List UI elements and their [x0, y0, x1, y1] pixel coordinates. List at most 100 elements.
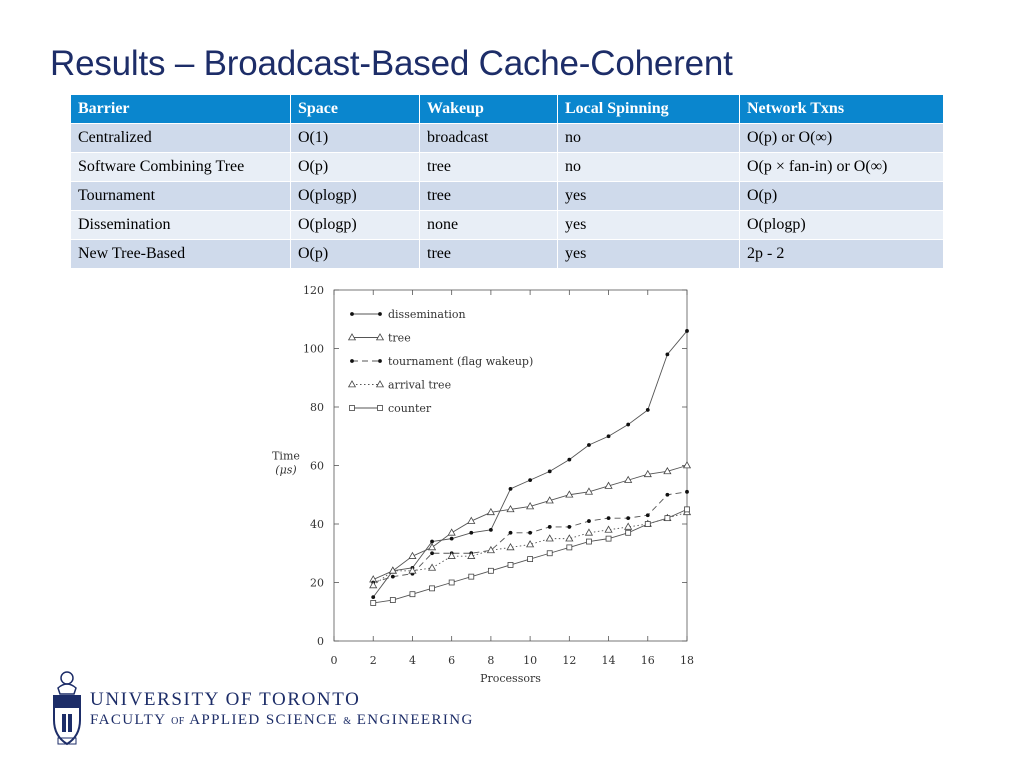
data-point: [486, 545, 495, 554]
table-row: Dissemination O(plogp) none yes O(plogp): [70, 210, 944, 240]
data-point: [606, 434, 611, 439]
barrier-comparison-table: Barrier Space Wakeup Local Spinning Netw…: [70, 94, 944, 269]
table-cell: yes: [557, 210, 740, 240]
data-point: [506, 504, 515, 513]
data-point: [625, 529, 632, 536]
header-space: Space: [290, 94, 420, 124]
table-row: Tournament O(plogp) tree yes O(p): [70, 181, 944, 211]
data-point: [526, 502, 535, 510]
data-point: [526, 540, 535, 548]
data-point: [546, 550, 553, 557]
data-point: [378, 312, 382, 316]
data-point: [350, 359, 354, 363]
table-cell: Tournament: [70, 181, 291, 211]
data-point: [429, 585, 435, 592]
faculty-text: ENGINEERING: [351, 712, 474, 728]
y-tick-label: 60: [310, 460, 324, 473]
data-point: [664, 515, 671, 522]
table-cell: tree: [419, 181, 558, 211]
data-point: [643, 469, 652, 478]
x-tick-label: 6: [448, 654, 455, 667]
data-point: [507, 562, 514, 568]
data-point: [427, 563, 437, 571]
data-point: [606, 516, 611, 521]
data-point: [508, 487, 513, 491]
data-point: [408, 551, 417, 559]
header-local-spinning: Local Spinning: [557, 94, 740, 124]
data-point: [371, 595, 376, 600]
data-point: [528, 530, 533, 535]
data-point: [566, 544, 573, 551]
data-point: [447, 528, 456, 536]
university-crest-icon: [53, 671, 81, 746]
faculty-name: FACULTY OF APPLIED SCIENCE & ENGINEERING: [90, 712, 474, 729]
header-network-txns: Network Txns: [739, 94, 944, 124]
table-row: Centralized O(1) broadcast no O(p) or O(…: [70, 123, 944, 153]
legend-entry: counter: [388, 402, 432, 415]
data-point: [587, 443, 591, 447]
plot-frame: [333, 289, 688, 642]
x-tick-label: 10: [523, 654, 537, 667]
data-point: [370, 600, 377, 606]
x-tick-label: 12: [562, 654, 576, 667]
data-point: [467, 551, 476, 559]
data-point: [448, 579, 455, 586]
table-cell: O(p): [290, 152, 420, 182]
data-point: [605, 535, 612, 542]
data-point: [604, 481, 613, 489]
table-cell: O(p): [739, 181, 944, 211]
data-point: [645, 408, 650, 412]
y-tick-label: 120: [303, 284, 324, 297]
data-point: [389, 597, 396, 603]
university-name: UNIVERSITY OF TORONTO: [90, 689, 361, 710]
data-point: [347, 333, 357, 341]
x-tick-label: 14: [602, 654, 616, 667]
data-point: [565, 534, 574, 542]
data-point: [349, 405, 355, 411]
data-point: [665, 352, 670, 357]
data-point: [586, 538, 592, 545]
y-axis-label: (μs): [275, 464, 296, 477]
table-cell: O(p) or O(∞): [739, 123, 944, 153]
data-point: [430, 551, 434, 556]
table-cell: no: [557, 123, 740, 153]
data-point: [369, 581, 378, 589]
data-point: [584, 528, 594, 536]
data-point: [469, 530, 474, 535]
data-point: [375, 380, 385, 388]
data-point: [665, 492, 670, 497]
data-point: [545, 534, 554, 542]
table-cell: O(p × fan-in) or O(∞): [739, 152, 944, 182]
header-barrier: Barrier: [70, 94, 291, 124]
table-cell: O(1): [290, 123, 420, 153]
y-tick-label: 80: [310, 401, 324, 414]
data-point: [682, 461, 692, 469]
data-point: [547, 469, 552, 474]
legend-entry: tree: [388, 332, 411, 345]
data-point: [347, 380, 357, 388]
table-cell: none: [419, 210, 558, 240]
table-cell: yes: [557, 239, 740, 269]
data-point: [409, 591, 416, 598]
y-tick-label: 40: [310, 518, 324, 531]
y-tick-label: 20: [310, 577, 324, 590]
data-point: [467, 516, 476, 524]
y-axis-label: Time: [272, 450, 300, 463]
data-point: [626, 516, 631, 521]
data-point: [390, 574, 395, 579]
data-point: [378, 359, 382, 363]
legend-entry: dissemination: [388, 308, 466, 321]
data-point: [486, 507, 495, 516]
data-point: [684, 506, 690, 513]
table-cell: no: [557, 152, 740, 182]
table-cell: O(p): [290, 239, 420, 269]
data-point: [567, 525, 572, 529]
table-cell: 2p - 2: [739, 239, 944, 269]
data-point: [430, 539, 434, 544]
data-point: [567, 457, 572, 462]
data-point: [508, 530, 513, 535]
data-point: [685, 489, 689, 494]
header-wakeup: Wakeup: [419, 94, 558, 124]
table-cell: tree: [419, 239, 558, 269]
data-point: [388, 566, 397, 574]
